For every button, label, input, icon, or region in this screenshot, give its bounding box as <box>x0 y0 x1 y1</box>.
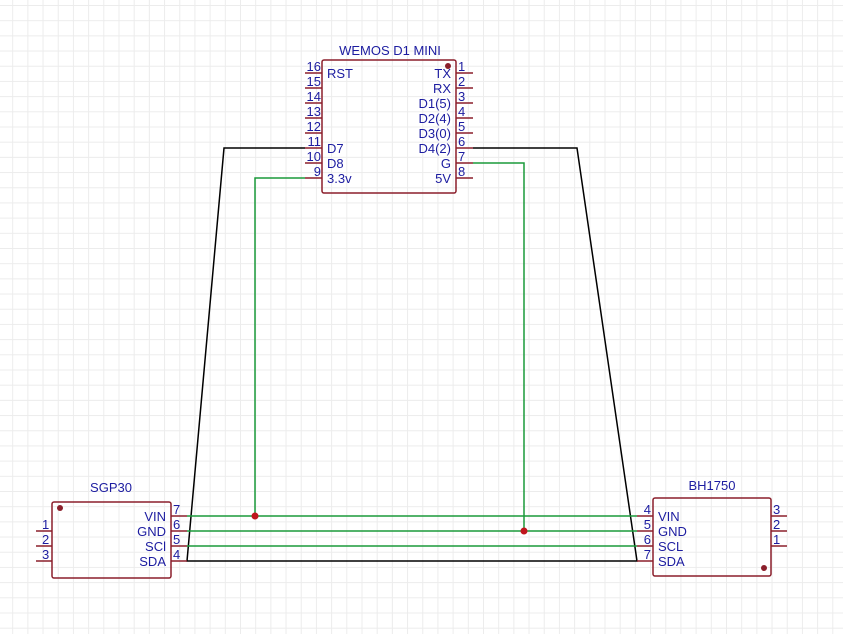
pin-number: 10 <box>307 149 321 164</box>
pin-label-d7: D7 <box>327 141 344 156</box>
pin-label-scl: SCl <box>145 539 166 554</box>
pin-number: 8 <box>458 164 465 179</box>
pin-number: 1 <box>42 517 49 532</box>
pin-number: 1 <box>773 532 780 547</box>
pin-number: 11 <box>308 134 322 149</box>
pin-label-rst: RST <box>327 66 353 81</box>
pin-number: 5 <box>173 532 180 547</box>
pin-number: 7 <box>173 502 180 517</box>
pin-label-vin: VIN <box>658 509 680 524</box>
components-layer: WEMOS D1 MINI 16 15 14 13 12 11 10 9 <box>36 43 787 579</box>
pin-number: 7 <box>458 149 465 164</box>
pin-number: 6 <box>644 532 651 547</box>
pin-number: 16 <box>307 59 321 74</box>
pin-label-gnd: GND <box>658 524 687 539</box>
pin-label-vin: VIN <box>144 509 166 524</box>
bh1750[interactable]: BH1750 4 5 6 7 VIN GND SCL SDA 3 2 1 <box>637 478 787 577</box>
sgp30[interactable]: SGP30 1 2 3 7 6 5 4 VIN GND SCl SDA <box>36 480 187 579</box>
junction-gnd <box>520 527 528 535</box>
wemos-d1-mini[interactable]: WEMOS D1 MINI 16 15 14 13 12 11 10 9 <box>305 43 473 194</box>
pin-label-3v3: 3.3v <box>327 171 352 186</box>
pin-number: 6 <box>458 134 465 149</box>
pin-label-d4: D4(2) <box>418 141 451 156</box>
wemos-title: WEMOS D1 MINI <box>339 43 441 58</box>
pin1-marker <box>57 505 63 511</box>
pin-number: 3 <box>42 547 49 562</box>
pin-number: 2 <box>773 517 780 532</box>
pin-label-5v: 5V <box>435 171 451 186</box>
pin-number: 5 <box>458 119 465 134</box>
pin-number: 2 <box>458 74 465 89</box>
wemos-left-pins: 16 15 14 13 12 11 10 9 RST D7 D8 3.3v <box>305 59 353 186</box>
pin-label-g: G <box>441 156 451 171</box>
pin-number: 4 <box>458 104 465 119</box>
wire-d7-sda[interactable] <box>186 147 638 562</box>
sgp30-body <box>51 501 172 579</box>
pin-number: 6 <box>173 517 180 532</box>
pin1-marker <box>445 63 451 69</box>
pin-label-d8: D8 <box>327 156 344 171</box>
pin-number: 2 <box>42 532 49 547</box>
pin-number: 3 <box>773 502 780 517</box>
pin-number: 13 <box>307 104 321 119</box>
pin-number: 5 <box>644 517 651 532</box>
wire-3v3-vin[interactable] <box>254 177 305 516</box>
wires-layer <box>186 147 638 562</box>
pin-label-rx: RX <box>433 81 451 96</box>
pin-number: 4 <box>644 502 651 517</box>
wemos-body <box>321 59 457 194</box>
pin-number: 1 <box>458 59 465 74</box>
pin-label-sda: SDA <box>658 554 685 569</box>
pin-number: 14 <box>307 89 321 104</box>
pin-number: 7 <box>644 547 651 562</box>
pin-number: 12 <box>307 119 321 134</box>
pin-label-scl: SCL <box>658 539 683 554</box>
pin-number: 15 <box>307 74 321 89</box>
pin-label-d1: D1(5) <box>418 96 451 111</box>
pin-number: 3 <box>458 89 465 104</box>
pin-label-sda: SDA <box>139 554 166 569</box>
wemos-right-pins: 1 2 3 4 5 6 7 8 TX RX D1(5) D2(4) D3(0) … <box>418 59 473 186</box>
bh1750-body <box>652 497 772 577</box>
pin1-marker <box>761 565 767 571</box>
pin-number: 9 <box>314 164 321 179</box>
pin-label-d2: D2(4) <box>418 111 451 126</box>
pin-label-d3: D3(0) <box>418 126 451 141</box>
bh1750-title: BH1750 <box>689 478 736 493</box>
pin-number: 4 <box>173 547 180 562</box>
pin-label-tx: TX <box>434 66 451 81</box>
junction-vin <box>251 512 259 520</box>
pin-label-gnd: GND <box>137 524 166 539</box>
wire-g-gnd[interactable] <box>473 162 525 531</box>
sgp30-title: SGP30 <box>90 480 132 495</box>
